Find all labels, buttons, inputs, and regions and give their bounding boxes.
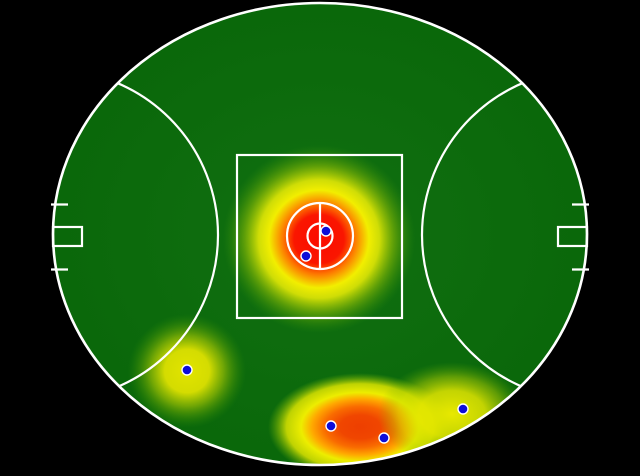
- marker-dot: [457, 403, 469, 415]
- marker-dot: [181, 364, 193, 376]
- marker-dot: [325, 420, 337, 432]
- marker-dots: [181, 225, 469, 444]
- fifty-arc-left: [53, 68, 220, 402]
- centre-square: [235, 153, 404, 320]
- boundary-line: [51, 1, 589, 467]
- fifty-metre-arcs: [53, 68, 587, 402]
- marker-dot: [300, 250, 312, 262]
- fifty-arc-right: [420, 68, 587, 402]
- marker-dot: [378, 432, 390, 444]
- field-markings: [51, 153, 589, 320]
- marker-dot: [320, 225, 332, 237]
